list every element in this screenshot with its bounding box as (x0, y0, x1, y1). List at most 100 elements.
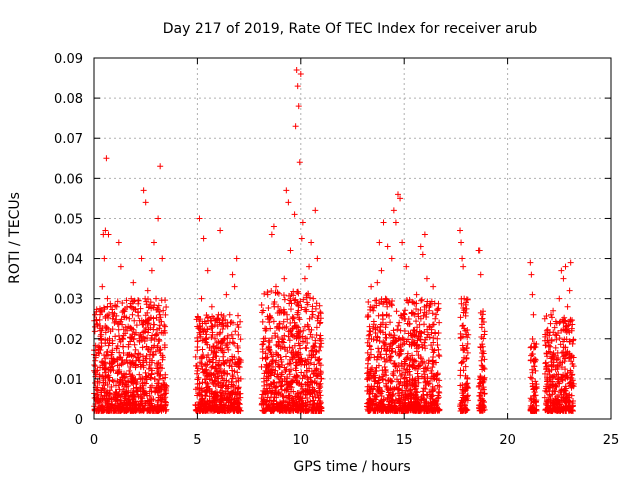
data-point (130, 353, 137, 360)
data-point (268, 335, 275, 342)
data-point (365, 357, 372, 364)
data-point (436, 353, 443, 360)
data-point (159, 255, 166, 262)
data-point (154, 365, 161, 372)
data-point (428, 367, 435, 374)
data-point (548, 336, 555, 343)
data-point (378, 267, 385, 274)
data-point (112, 316, 119, 323)
data-point (423, 313, 430, 320)
data-point (102, 329, 109, 336)
data-point (407, 396, 414, 403)
data-point (311, 405, 318, 412)
data-point (132, 404, 139, 411)
data-point (479, 343, 486, 350)
data-point (229, 367, 236, 374)
data-point (221, 360, 228, 367)
data-point (104, 352, 111, 359)
grid-lines (94, 58, 611, 419)
data-point (147, 365, 154, 372)
data-point (532, 392, 539, 399)
data-point (313, 332, 320, 339)
data-point (541, 315, 548, 322)
data-point (199, 354, 206, 361)
data-point (402, 356, 409, 363)
data-point (301, 275, 308, 282)
data-point (383, 384, 390, 391)
data-point (213, 365, 220, 372)
x-tick-label: 10 (293, 433, 310, 448)
data-point (481, 331, 488, 338)
data-point (273, 403, 280, 410)
data-point (379, 373, 386, 380)
data-point (270, 318, 277, 325)
data-point (227, 390, 234, 397)
data-point (135, 297, 142, 304)
data-point (399, 335, 406, 342)
data-point (229, 271, 236, 278)
data-point (139, 329, 146, 336)
data-point (547, 320, 554, 327)
data-point (300, 400, 307, 407)
y-tick-label: 0.05 (54, 212, 83, 227)
data-point (281, 275, 288, 282)
data-point (271, 371, 278, 378)
data-point (145, 346, 152, 353)
data-point (412, 383, 419, 390)
data-point (128, 378, 135, 385)
data-point (226, 362, 233, 369)
data-point (407, 355, 414, 362)
data-point (458, 399, 465, 406)
data-point (376, 239, 383, 246)
data-point (296, 316, 303, 323)
data-point (566, 406, 573, 413)
data-point (376, 337, 383, 344)
data-point (91, 323, 98, 330)
data-point (305, 323, 312, 330)
data-point (430, 373, 437, 380)
data-point (106, 374, 113, 381)
data-point (419, 406, 426, 413)
data-point (101, 255, 108, 262)
data-point (553, 371, 560, 378)
data-point (151, 336, 158, 343)
data-point (197, 359, 204, 366)
data-point (294, 330, 301, 337)
data-point (126, 351, 133, 358)
data-point (297, 298, 304, 305)
data-point (401, 310, 408, 317)
data-point (280, 339, 287, 346)
data-point (394, 326, 401, 333)
data-point (300, 327, 307, 334)
data-point (567, 259, 574, 266)
data-point (261, 290, 268, 297)
data-point (569, 321, 576, 328)
data-point (271, 394, 278, 401)
data-point (284, 398, 291, 405)
data-point (375, 377, 382, 384)
data-point (366, 354, 373, 361)
data-point (477, 407, 484, 414)
data-point (316, 355, 323, 362)
data-point (268, 231, 275, 238)
data-point (127, 392, 134, 399)
data-point (215, 380, 222, 387)
data-point (568, 392, 575, 399)
data-point (378, 296, 385, 303)
data-point (155, 376, 162, 383)
data-point (304, 388, 311, 395)
data-point (429, 402, 436, 409)
data-point (529, 375, 536, 382)
data-point (232, 360, 239, 367)
data-point (436, 383, 443, 390)
data-point (119, 357, 126, 364)
data-point (564, 348, 571, 355)
data-point (130, 407, 137, 414)
data-point (279, 336, 286, 343)
data-point (402, 369, 409, 376)
data-point (307, 294, 314, 301)
data-point (104, 295, 111, 302)
data-point (392, 363, 399, 370)
data-point (117, 319, 124, 326)
data-point (317, 309, 324, 316)
